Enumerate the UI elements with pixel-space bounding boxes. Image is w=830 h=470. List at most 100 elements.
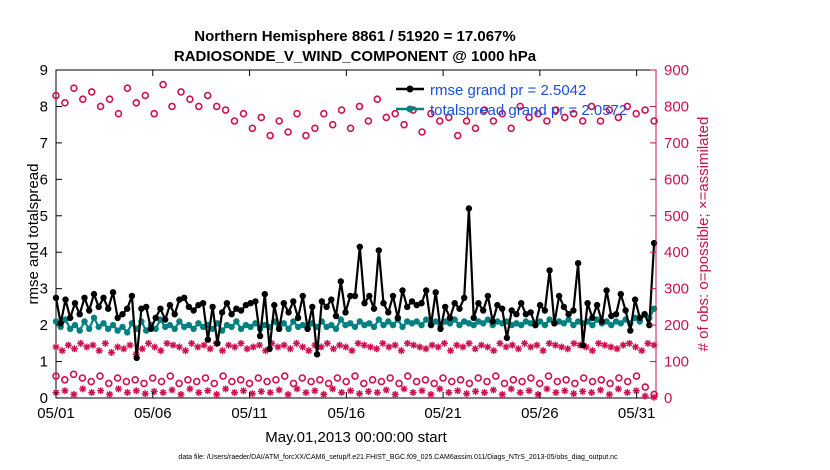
point-possible_other [210, 379, 219, 388]
y-right-tick-label: 700 [664, 135, 689, 152]
point-assimilated_0000 [502, 343, 510, 351]
series-possible_0000 [52, 80, 658, 140]
point-assimilated_other [61, 387, 69, 395]
point-possible_other [175, 379, 183, 388]
y-left-tick-label: 2 [40, 317, 48, 334]
point-assimilated_other [132, 387, 140, 395]
point-possible_0000 [159, 80, 167, 89]
point-totalspread [119, 323, 126, 331]
point-assimilated_other [79, 385, 87, 393]
point-rmse [332, 312, 340, 320]
point-totalspread [252, 320, 259, 327]
point-rmse [214, 340, 221, 347]
series-possible_other [52, 370, 658, 399]
point-assimilated_other [106, 390, 114, 398]
point-rmse [147, 325, 155, 332]
point-assimilated_0000 [564, 345, 572, 353]
point-assimilated_other [382, 386, 390, 394]
point-possible_other [500, 379, 509, 388]
point-assimilated_0000 [231, 343, 239, 351]
point-rmse [204, 336, 212, 343]
point-rmse [176, 296, 183, 303]
point-totalspread [328, 321, 335, 329]
point-assimilated_other [418, 387, 426, 395]
point-assimilated_0000 [262, 347, 270, 355]
point-possible_other [69, 370, 78, 379]
point-possible_other [184, 375, 192, 384]
point-totalspread [176, 318, 183, 325]
point-assimilated_other [641, 392, 649, 400]
point-assimilated_other [498, 390, 506, 398]
point-possible_other [96, 372, 104, 380]
point-rmse [646, 321, 653, 329]
point-assimilated_0000 [366, 343, 374, 351]
point-assimilated_0000 [336, 341, 344, 349]
point-rmse [237, 307, 245, 314]
x-axis-ticks: 05/01 05/06 05/11 05/16 05/21 05/26 05/31 [37, 70, 655, 422]
point-possible_0000 [453, 131, 462, 140]
y-right-tick-label: 200 [664, 317, 689, 334]
point-rmse [451, 300, 458, 307]
point-assimilated_other [150, 387, 158, 395]
point-possible_0000 [141, 91, 150, 100]
point-rmse [522, 311, 530, 318]
point-assimilated_0000 [151, 343, 159, 351]
point-totalspread [71, 321, 79, 329]
point-rmse [285, 309, 292, 316]
point-possible_0000 [150, 109, 158, 118]
point-assimilated_0000 [77, 339, 85, 347]
point-rmse [313, 351, 321, 358]
x-tick-label: 05/21 [424, 405, 462, 422]
point-totalspread [536, 318, 544, 325]
point-possible_0000 [516, 102, 525, 111]
point-totalspread [565, 316, 572, 323]
point-totalspread [546, 316, 553, 323]
point-assimilated_0000 [286, 345, 294, 353]
point-totalspread [299, 321, 306, 329]
point-assimilated_0000 [64, 341, 72, 349]
point-possible_other [527, 374, 535, 382]
point-assimilated_0000 [144, 339, 152, 347]
point-possible_0000 [293, 109, 301, 118]
point-assimilated_0000 [107, 348, 115, 356]
point-assimilated_other [97, 387, 105, 395]
y-right-tick-label: 0 [664, 390, 672, 407]
point-assimilated_0000 [120, 345, 128, 353]
point-rmse [290, 298, 297, 305]
point-possible_0000 [132, 99, 141, 107]
point-totalspread [190, 325, 197, 332]
point-assimilated_0000 [249, 343, 257, 351]
point-rmse [475, 300, 482, 307]
point-possible_other [535, 379, 544, 388]
point-assimilated_0000 [496, 339, 504, 347]
point-rmse [612, 311, 620, 318]
y-left-tick-label: 9 [40, 62, 48, 79]
point-totalspread [233, 318, 240, 325]
point-possible_0000 [203, 91, 212, 100]
point-possible_0000 [614, 113, 623, 122]
point-possible_other [351, 372, 359, 380]
point-rmse [280, 300, 287, 307]
point-totalspread [342, 321, 349, 329]
point-rmse [67, 314, 74, 321]
point-possible_0000 [177, 88, 185, 96]
point-possible_0000 [168, 102, 176, 111]
point-totalspread [290, 318, 297, 325]
point-assimilated_other [516, 389, 524, 397]
point-possible_0000 [266, 131, 275, 140]
point-rmse [294, 314, 302, 321]
point-totalspread [114, 327, 121, 334]
point-assimilated_other [186, 385, 194, 393]
point-rmse [223, 300, 231, 307]
point-totalspread [541, 321, 549, 329]
point-assimilated_0000 [484, 343, 492, 351]
point-possible_other [272, 375, 280, 384]
point-rmse [622, 307, 629, 314]
point-possible_0000 [275, 117, 284, 125]
point-assimilated_other [222, 385, 230, 393]
point-rmse [375, 247, 382, 254]
point-rmse [271, 301, 278, 309]
point-assimilated_other [534, 390, 542, 398]
point-assimilated_0000 [280, 341, 288, 349]
point-possible_0000 [605, 106, 614, 114]
